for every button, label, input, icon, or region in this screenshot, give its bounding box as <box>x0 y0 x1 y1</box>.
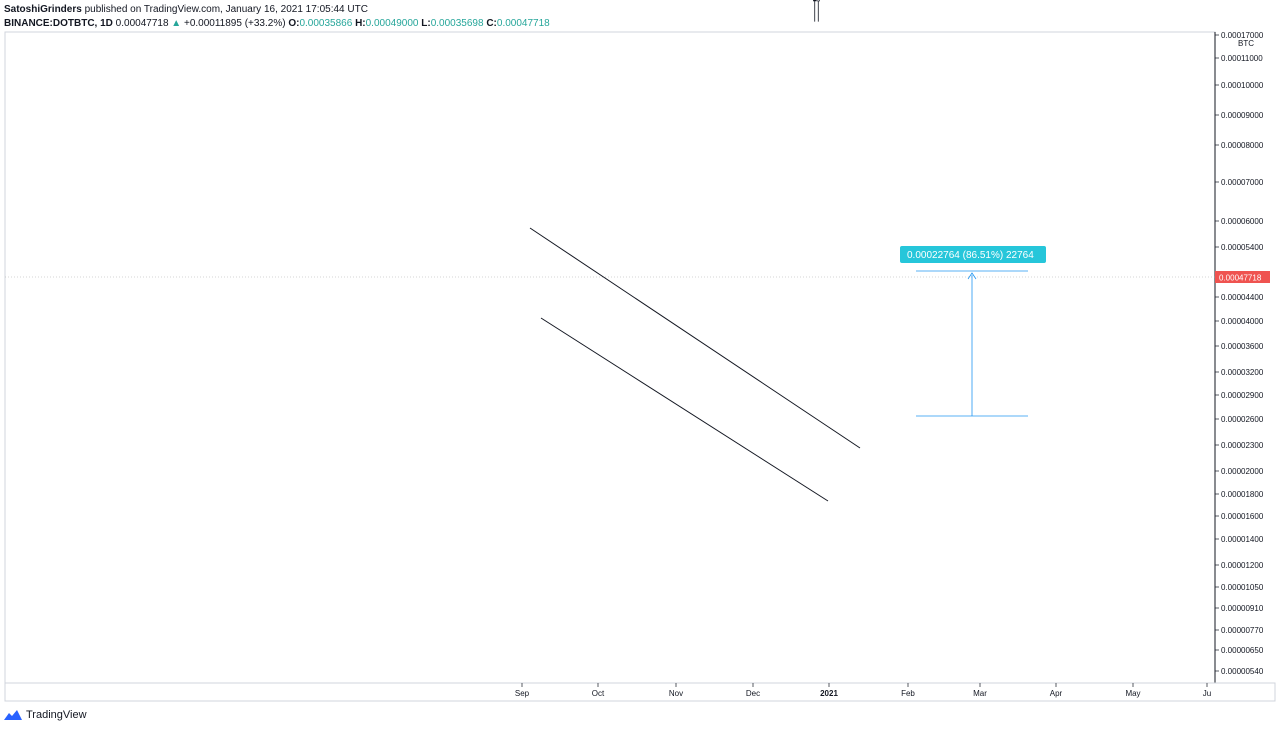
x-tick-label: Dec <box>746 689 760 698</box>
high-value: 0.00049000 <box>365 18 419 29</box>
y-tick-label: 0.00002900 <box>1221 391 1264 400</box>
y-tick-label: 0.00001200 <box>1221 561 1264 570</box>
y-tick-label: 0.00001800 <box>1221 490 1264 499</box>
x-tick-label: Ju <box>1203 689 1211 698</box>
price-axis[interactable]: 0.00017000 0.00011000 0.00010000 0.00009000… <box>1215 31 1264 676</box>
publish-info: published on TradingView.com, January 16… <box>84 4 368 15</box>
y-tick-label: 0.00001400 <box>1221 535 1264 544</box>
x-tick-label: Oct <box>592 689 605 698</box>
tradingview-logo-icon <box>4 710 22 720</box>
high-label: H: <box>355 18 366 29</box>
low-label: L: <box>421 18 431 29</box>
current-price-text: 0.00047718 <box>1219 274 1262 283</box>
y-tick-label: 0.00011000 <box>1221 54 1263 63</box>
y-tick-label: 0.00003200 <box>1221 368 1264 377</box>
x-tick-label: 2021 <box>820 689 838 698</box>
y-tick-label: 0.00010000 <box>1221 81 1264 90</box>
y-tick-label: 0.00002600 <box>1221 415 1264 424</box>
close-label: C: <box>486 18 497 29</box>
up-arrow-icon: ▲ <box>171 18 182 29</box>
y-tick-label: 0.00017000 <box>1221 31 1264 40</box>
candle-body <box>813 0 817 2</box>
y-tick-label: 0.00006000 <box>1221 217 1264 226</box>
x-tick-label: Nov <box>669 689 683 698</box>
y-tick-label: 0.00000540 <box>1221 667 1264 676</box>
y-tick-label: 0.00007000 <box>1221 178 1264 187</box>
author-name[interactable]: SatoshiGrinders <box>4 4 82 15</box>
y-tick-label: 0.00002000 <box>1221 467 1264 476</box>
y-tick-label: 0.00004000 <box>1221 317 1264 326</box>
y-tick-label: 0.00001600 <box>1221 512 1264 521</box>
last-price: 0.00047718 <box>115 18 169 29</box>
y-tick-label: 0.00004400 <box>1221 293 1264 302</box>
open-value: 0.00035866 <box>299 18 353 29</box>
publish-line: SatoshiGrinders published on TradingView… <box>4 3 550 17</box>
measure-label-text: 0.00022764 (86.51%) 22764 <box>907 250 1034 261</box>
x-tick-label: Sep <box>515 689 530 698</box>
y-tick-label: 0.00000770 <box>1221 626 1264 635</box>
y-tick-label: 0.00008000 <box>1221 141 1264 150</box>
chart-header: SatoshiGrinders published on TradingView… <box>4 3 550 31</box>
channel-upper-line[interactable] <box>529 227 861 449</box>
tradingview-footer[interactable]: TradingView <box>4 709 87 721</box>
unit-label: BTC <box>1238 39 1254 48</box>
y-tick-label: 0.00009000 <box>1221 111 1264 120</box>
candlestick-series <box>813 0 820 22</box>
price-change: +0.00011895 (+33.2%) <box>183 18 286 29</box>
y-tick-label: 0.00003600 <box>1221 342 1264 351</box>
x-tick-label: Mar <box>973 689 987 698</box>
open-label: O: <box>288 18 300 29</box>
y-tick-label: 0.00000650 <box>1221 646 1264 655</box>
channel-lower-line[interactable] <box>540 317 829 502</box>
x-tick-label: Apr <box>1050 689 1063 698</box>
y-tick-label: 0.00002300 <box>1221 441 1264 450</box>
y-tick-label: 0.00000910 <box>1221 604 1264 613</box>
low-value: 0.00035698 <box>430 18 484 29</box>
y-tick-label: 0.00001050 <box>1221 583 1264 592</box>
plot-frame <box>4 31 1216 684</box>
ohlc-line: BINANCE:DOTBTC, 1D 0.00047718 ▲ +0.00011… <box>4 17 550 31</box>
measure-label-box <box>900 246 1046 263</box>
y-tick-label: 0.00005400 <box>1221 243 1264 252</box>
symbol-label: BINANCE:DOTBTC, 1D <box>4 18 113 29</box>
x-tick-label: Feb <box>901 689 915 698</box>
close-value: 0.00047718 <box>496 18 550 29</box>
candle-body <box>816 0 820 2</box>
tradingview-brand: TradingView <box>26 709 87 721</box>
bottom-frame <box>4 682 1276 702</box>
time-axis[interactable]: Sep Oct Nov Dec 2021 Feb Mar Apr May Ju <box>515 683 1211 698</box>
measure-arrow-icon <box>967 272 977 280</box>
current-price-tag <box>1215 271 1270 283</box>
x-tick-label: May <box>1125 689 1140 698</box>
